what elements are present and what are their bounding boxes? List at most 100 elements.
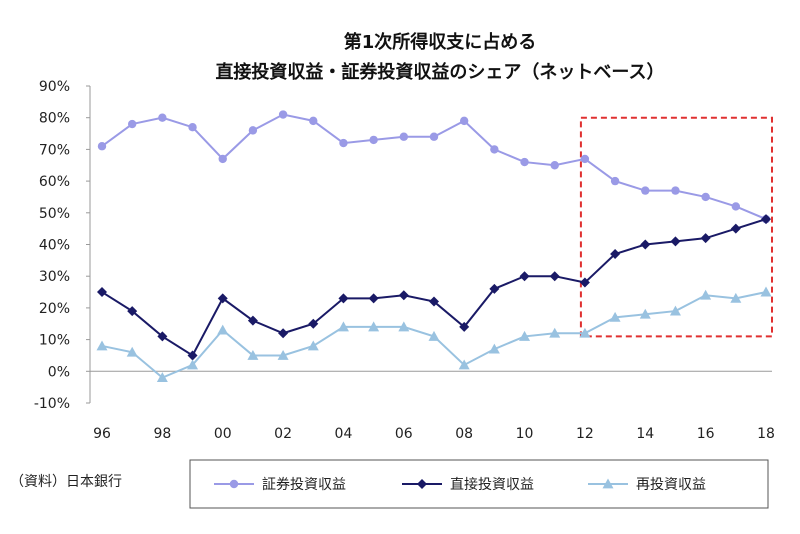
series-3-point <box>579 327 591 338</box>
series-3-point <box>730 292 742 303</box>
chart-title-line-1: 第1次所得収支に占める <box>344 31 537 53</box>
series-3-point <box>217 324 229 335</box>
series-1-point <box>580 154 590 164</box>
series-3-point <box>549 327 561 338</box>
series-2-point <box>338 293 349 304</box>
series-3-point <box>669 305 681 316</box>
legend: 証券投資収益 直接投資収益 再投資収益 <box>214 476 706 493</box>
x-tick-label: 16 <box>697 426 715 442</box>
series-1-point <box>731 202 741 211</box>
chart-title-line-2: 直接投資収益・証券投資収益のシェア（ネットベース） <box>215 61 664 83</box>
y-tick-label: 20% <box>39 301 70 317</box>
series-1-line <box>101 113 767 221</box>
series-2-point <box>368 293 379 304</box>
x-tick-label: 98 <box>153 426 171 442</box>
series-2-point <box>610 249 621 260</box>
series-1-point <box>429 132 439 141</box>
legend-swatch-marker <box>229 479 239 489</box>
y-tick-label: -10% <box>34 396 70 412</box>
series-3-point <box>700 289 712 300</box>
x-tick-label: 00 <box>214 426 232 442</box>
series-2-point <box>640 239 651 250</box>
highlight-region <box>579 116 774 338</box>
legend-swatch-marker <box>417 479 427 489</box>
series-1-point <box>610 176 620 186</box>
series-3-point <box>187 359 199 370</box>
axes <box>86 85 772 404</box>
series-3-point <box>126 346 138 357</box>
series-3-point <box>337 321 349 332</box>
series-1-point <box>369 135 378 145</box>
series-2-point <box>579 277 590 288</box>
y-tick-label: 10% <box>39 333 70 349</box>
y-tick-label: 0% <box>48 364 70 380</box>
series-1-point <box>701 192 710 202</box>
series-1-point <box>520 157 529 167</box>
series-1-point <box>459 116 469 126</box>
series-2-point <box>489 283 500 294</box>
source-note: （資料）日本銀行 <box>10 474 122 490</box>
series-1-point <box>641 186 650 195</box>
series-2-point <box>700 233 711 244</box>
highlight-box <box>579 116 774 338</box>
series-2-point <box>157 331 168 342</box>
series-2-point <box>247 315 258 326</box>
x-axis-tick-labels: 96 98 00 02 04 06 08 10 12 14 16 18 <box>93 426 775 442</box>
series-2-point <box>97 287 107 298</box>
series-3-point <box>428 330 440 341</box>
series-1-point <box>188 123 197 132</box>
series-2 <box>97 214 771 361</box>
series-2-point <box>761 214 771 225</box>
series-3-point <box>488 343 500 354</box>
series-3-point <box>368 321 380 332</box>
series-layer <box>96 110 772 383</box>
legend-item-1: 証券投資収益 <box>214 477 346 493</box>
series-1-point <box>127 119 137 129</box>
y-tick-label: 80% <box>39 111 70 127</box>
series-2-point <box>549 271 560 282</box>
y-tick-label: 50% <box>39 206 70 222</box>
series-1-point <box>490 145 499 154</box>
series-1-point <box>550 161 559 170</box>
x-tick-label: 06 <box>395 426 413 442</box>
series-2-point <box>519 271 530 282</box>
y-tick-label: 40% <box>39 238 70 254</box>
x-tick-label: 10 <box>516 426 534 442</box>
series-3 <box>96 286 772 383</box>
series-1-point <box>309 116 318 126</box>
legend-item-2: 直接投資収益 <box>402 476 534 493</box>
series-1-point <box>218 154 227 164</box>
legend-label: 再投資収益 <box>636 477 706 493</box>
series-3-point <box>156 372 168 383</box>
x-tick-label: 14 <box>636 426 654 442</box>
legend-box <box>189 459 769 509</box>
x-tick-label: 18 <box>757 426 775 442</box>
series-1-point <box>97 142 107 151</box>
series-2-point <box>429 296 439 307</box>
series-1-point <box>671 186 680 195</box>
series-2-point <box>730 223 741 234</box>
series-3-point <box>277 349 289 360</box>
series-2-point <box>217 293 228 304</box>
x-tick-label: 04 <box>335 426 353 442</box>
series-3-point <box>609 311 621 322</box>
series-2-point <box>127 306 138 317</box>
x-tick-label: 96 <box>93 426 111 442</box>
series-3-point <box>398 321 410 332</box>
y-tick-label: 60% <box>39 174 70 190</box>
series-2-point <box>670 236 681 247</box>
y-axis-tick-labels: 90% 80% 70% 60% 50% 40% 30% 20% 10% 0% -10% <box>34 79 70 412</box>
x-tick-label: 02 <box>274 426 292 442</box>
series-1-point <box>278 110 288 119</box>
series-3-point <box>760 286 772 297</box>
series-3-point <box>247 349 259 360</box>
y-tick-label: 30% <box>39 269 70 285</box>
series-3-point <box>519 330 531 341</box>
series-2-point <box>398 290 409 301</box>
series-3-point <box>639 308 651 319</box>
series-1-point <box>399 132 409 141</box>
legend-item-3: 再投資収益 <box>588 477 706 493</box>
series-2-point <box>278 328 289 339</box>
